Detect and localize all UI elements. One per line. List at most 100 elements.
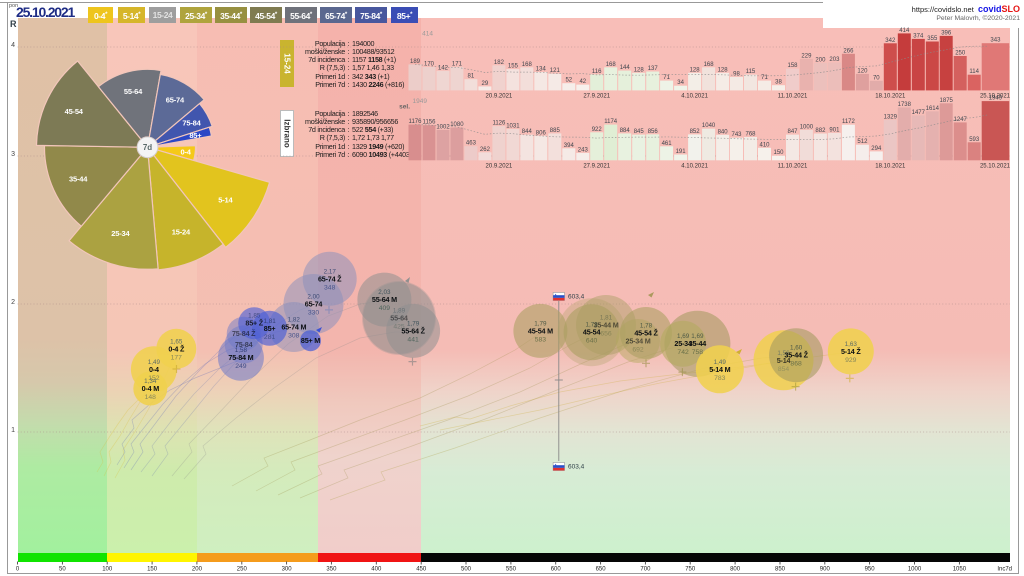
svg-text:394: 394 [564, 143, 575, 149]
svg-text:128: 128 [690, 67, 701, 73]
svg-text:343: 343 [990, 38, 1001, 44]
svg-text:35-44 M: 35-44 M [594, 321, 619, 330]
svg-text:1,78: 1,78 [585, 322, 598, 329]
svg-text:191: 191 [676, 149, 687, 155]
svg-text:0-4 Ž: 0-4 Ž [168, 344, 185, 353]
svg-text:414: 414 [422, 31, 433, 38]
svg-text:249: 249 [235, 363, 247, 370]
svg-text:65-74: 65-74 [305, 300, 323, 309]
svg-text:203: 203 [829, 57, 840, 63]
svg-text:1002: 1002 [436, 124, 450, 130]
svg-text:850: 850 [775, 567, 786, 573]
svg-text:152: 152 [148, 375, 160, 382]
svg-text:768: 768 [745, 132, 756, 138]
svg-text:114: 114 [969, 69, 979, 75]
svg-text:75-84 M: 75-84 M [228, 353, 253, 362]
svg-text:189: 189 [410, 59, 421, 65]
svg-text:116: 116 [592, 69, 602, 75]
svg-text:45-54 M: 45-54 M [528, 326, 553, 335]
svg-text:1,60: 1,60 [790, 345, 803, 352]
svg-text:692: 692 [632, 347, 644, 354]
svg-text:45-54: 45-54 [583, 328, 601, 337]
svg-text:35-44: 35-44 [689, 339, 707, 348]
svg-text:922: 922 [592, 127, 603, 133]
svg-text:656: 656 [600, 331, 612, 338]
svg-text:603,4: 603,4 [568, 293, 585, 300]
svg-text:600: 600 [551, 567, 562, 573]
svg-text:882: 882 [815, 128, 826, 134]
svg-text:266: 266 [843, 48, 854, 54]
svg-text:1,69: 1,69 [677, 333, 690, 340]
svg-text:512: 512 [857, 139, 868, 145]
svg-text:65-74 M: 65-74 M [281, 323, 306, 332]
svg-text:7d: 7d [143, 143, 152, 152]
svg-text:85+ Ž: 85+ Ž [245, 319, 263, 328]
svg-text:42: 42 [579, 79, 586, 85]
svg-text:1,89: 1,89 [393, 308, 406, 315]
svg-text:856: 856 [648, 129, 659, 135]
svg-text:396: 396 [941, 30, 952, 36]
svg-text:500: 500 [461, 567, 472, 573]
svg-text:98: 98 [733, 71, 740, 77]
svg-text:1000: 1000 [908, 567, 922, 573]
svg-text:1,58: 1,58 [235, 347, 248, 354]
svg-text:1080: 1080 [450, 122, 464, 128]
svg-text:409: 409 [379, 305, 391, 312]
svg-text:144: 144 [620, 65, 631, 71]
svg-text:85+ M: 85+ M [301, 336, 320, 345]
svg-text:52: 52 [565, 78, 572, 84]
svg-text:1,78: 1,78 [640, 323, 653, 330]
svg-text:300: 300 [282, 567, 293, 573]
svg-text:1126: 1126 [492, 121, 506, 127]
svg-text:35-44: 35-44 [69, 174, 88, 183]
svg-text:15-24: 15-24 [172, 228, 191, 237]
svg-text:868: 868 [790, 361, 802, 368]
svg-text:1156: 1156 [423, 120, 437, 126]
svg-text:55-64 M: 55-64 M [372, 295, 397, 304]
svg-text:800: 800 [730, 567, 741, 573]
svg-text:18.10.2021: 18.10.2021 [875, 163, 906, 169]
svg-text:50: 50 [59, 567, 66, 573]
svg-text:182: 182 [494, 60, 505, 66]
svg-text:400: 400 [371, 567, 382, 573]
svg-text:171: 171 [452, 61, 463, 67]
svg-text:18.10.2021: 18.10.2021 [875, 94, 906, 100]
svg-text:1,81: 1,81 [263, 318, 276, 325]
svg-text:158: 158 [787, 63, 798, 69]
svg-text:1172: 1172 [842, 119, 856, 125]
svg-text:55-64: 55-64 [124, 87, 143, 96]
svg-text:71: 71 [761, 75, 768, 81]
svg-text:845: 845 [634, 129, 645, 135]
svg-text:1031: 1031 [506, 124, 520, 130]
svg-text:1,49: 1,49 [148, 359, 161, 366]
svg-text:1,56: 1,56 [777, 350, 790, 357]
svg-text:750: 750 [685, 567, 696, 573]
svg-text:1050: 1050 [953, 567, 967, 573]
svg-text:29: 29 [482, 81, 489, 87]
svg-text:884: 884 [620, 128, 631, 134]
svg-text:55-64: 55-64 [390, 314, 408, 323]
svg-text:854: 854 [778, 366, 790, 373]
svg-text:550: 550 [506, 567, 517, 573]
svg-text:25-34 M: 25-34 M [626, 337, 651, 346]
svg-text:603,4: 603,4 [568, 463, 585, 470]
svg-text:250: 250 [237, 567, 248, 573]
svg-text:640: 640 [586, 338, 598, 345]
svg-text:743: 743 [731, 132, 742, 138]
svg-text:134: 134 [536, 67, 547, 73]
svg-text:142: 142 [438, 65, 449, 71]
svg-text:177: 177 [171, 354, 183, 361]
svg-text:758: 758 [692, 349, 704, 356]
svg-text:100: 100 [102, 567, 113, 573]
svg-text:229: 229 [801, 53, 812, 59]
svg-text:1738: 1738 [898, 102, 912, 108]
svg-text:75-84: 75-84 [235, 340, 253, 349]
svg-text:25.10.2021: 25.10.2021 [980, 163, 1011, 169]
svg-text:120: 120 [857, 68, 868, 74]
svg-text:901: 901 [829, 127, 840, 133]
svg-text:75-84: 75-84 [182, 118, 201, 127]
svg-text:155: 155 [508, 64, 519, 70]
svg-text:783: 783 [714, 375, 726, 382]
svg-text:806: 806 [536, 130, 547, 136]
svg-text:168: 168 [606, 62, 617, 68]
